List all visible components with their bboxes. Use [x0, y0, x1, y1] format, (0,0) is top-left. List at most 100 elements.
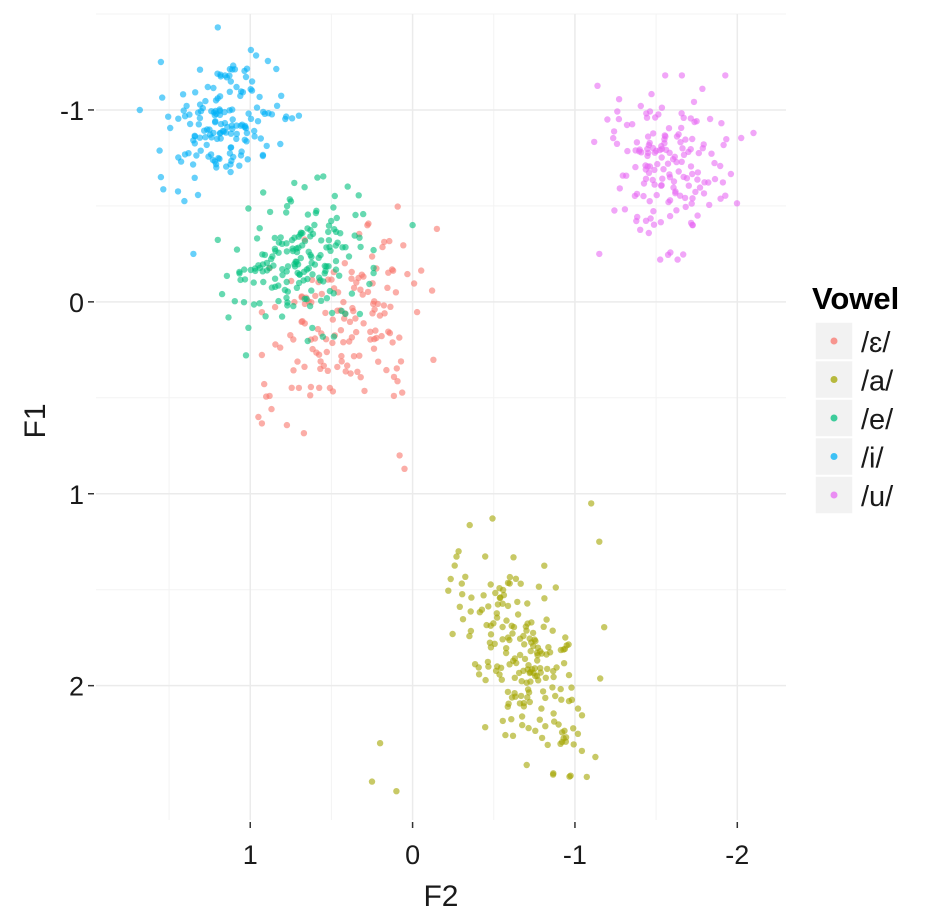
data-point: [338, 352, 345, 360]
data-point: [562, 634, 569, 641]
data-point: [307, 226, 314, 234]
data-point: [212, 161, 220, 168]
data-point: [717, 195, 724, 202]
data-point: [660, 166, 667, 173]
data-point: [356, 310, 364, 318]
legend-item: /i/: [814, 436, 885, 477]
data-point: [489, 515, 496, 522]
data-point: [328, 309, 336, 317]
data-point: [245, 324, 252, 331]
data-point: [492, 667, 500, 674]
data-point: [239, 89, 247, 96]
data-point: [175, 154, 182, 161]
data-point: [404, 270, 411, 278]
data-point: [588, 500, 595, 507]
data-point: [671, 153, 678, 160]
data-point: [237, 152, 245, 159]
data-point: [278, 313, 286, 320]
data-point: [370, 345, 378, 352]
data-point: [345, 253, 353, 260]
data-point: [309, 271, 316, 278]
data-point: [689, 195, 696, 202]
data-point: [517, 692, 525, 700]
data-point: [240, 299, 248, 306]
data-point: [699, 145, 706, 152]
data-point: [636, 146, 643, 153]
data-point: [467, 627, 475, 635]
data-point: [504, 634, 512, 641]
data-point: [517, 580, 524, 587]
data-point: [266, 208, 274, 216]
data-point: [295, 384, 303, 392]
data-point: [307, 383, 315, 391]
data-point: [247, 86, 254, 93]
data-point: [499, 636, 506, 643]
data-point: [196, 101, 204, 108]
data-point: [497, 594, 504, 601]
data-point: [678, 72, 686, 79]
data-point: [348, 275, 355, 282]
data-point: [393, 788, 400, 795]
data-point: [216, 155, 223, 163]
data-point: [355, 192, 362, 199]
data-point: [381, 238, 388, 246]
data-point: [256, 225, 263, 232]
data-point: [711, 159, 718, 167]
data-point: [506, 573, 514, 581]
data-point: [174, 188, 182, 195]
data-point: [323, 295, 331, 302]
data-point: [516, 635, 524, 642]
data-point: [673, 133, 681, 140]
data-point: [263, 142, 270, 150]
data-point: [261, 251, 269, 259]
data-point: [611, 207, 618, 214]
data-point: [263, 267, 271, 274]
data-point: [476, 609, 483, 616]
data-point: [658, 154, 665, 161]
data-point: [329, 339, 336, 347]
data-point: [360, 320, 367, 327]
data-point: [320, 278, 327, 285]
data-point: [688, 200, 695, 207]
data-point: [284, 263, 292, 270]
data-point: [229, 116, 236, 123]
data-point: [532, 727, 539, 734]
data-point: [157, 58, 165, 66]
data-point: [260, 189, 267, 196]
data-point: [375, 358, 382, 365]
data-point: [418, 267, 425, 274]
data-point: [316, 274, 323, 281]
data-point: [574, 730, 582, 737]
data-point: [156, 147, 163, 154]
data-point: [295, 112, 303, 119]
data-point: [237, 276, 244, 284]
data-point: [287, 198, 295, 205]
data-point: [357, 374, 364, 381]
data-point: [540, 623, 547, 630]
data-point: [610, 134, 617, 142]
data-point: [521, 655, 529, 663]
data-point: [664, 251, 672, 258]
legend-item: /ɛ/: [814, 321, 891, 361]
data-point: [538, 705, 545, 712]
data-point: [367, 328, 374, 335]
data-point: [624, 147, 631, 155]
data-point: [136, 106, 143, 114]
data-point: [514, 598, 521, 606]
data-point: [217, 120, 225, 128]
data-point: [662, 72, 669, 79]
data-point: [738, 134, 745, 142]
data-point: [214, 236, 221, 244]
data-point: [386, 237, 393, 245]
data-point: [480, 592, 487, 599]
data-point: [562, 738, 569, 745]
data-point: [518, 713, 526, 720]
data-point: [299, 318, 306, 325]
data-point: [392, 289, 400, 296]
data-point: [329, 316, 336, 323]
data-point: [357, 243, 364, 251]
data-point: [356, 352, 363, 359]
data-point: [356, 234, 363, 241]
data-point: [301, 184, 308, 191]
data-point: [226, 65, 234, 73]
